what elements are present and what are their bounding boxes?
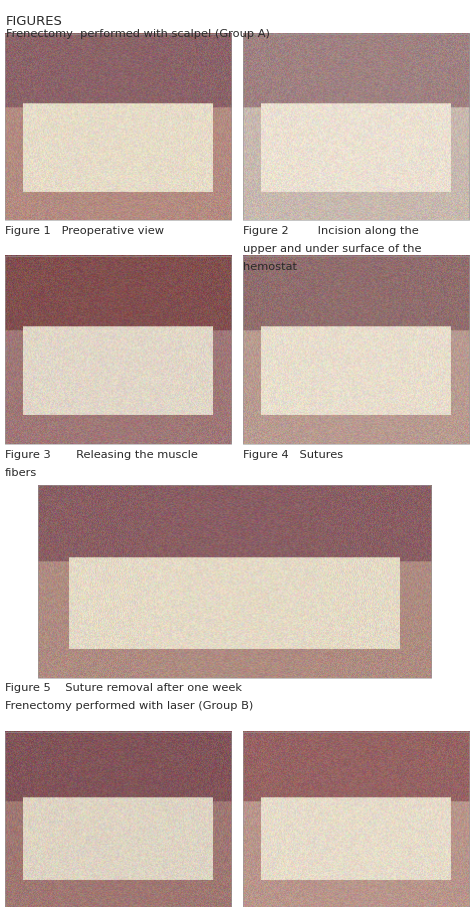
- Text: Figure 2        Incision along the: Figure 2 Incision along the: [243, 226, 419, 236]
- Text: Frenectomy performed with laser (Group B): Frenectomy performed with laser (Group B…: [5, 701, 253, 711]
- Bar: [243, 256, 469, 444]
- Text: FIGURES: FIGURES: [6, 15, 63, 28]
- Text: Figure 4   Sutures: Figure 4 Sutures: [243, 450, 343, 460]
- Bar: [243, 732, 469, 907]
- Bar: [243, 34, 469, 220]
- Bar: [5, 256, 231, 444]
- Text: Figure 1   Preoperative view: Figure 1 Preoperative view: [5, 226, 164, 236]
- Text: hemostat: hemostat: [243, 262, 297, 272]
- Bar: [38, 485, 431, 678]
- Bar: [5, 34, 231, 220]
- Text: fibers: fibers: [5, 468, 37, 478]
- Bar: [5, 732, 231, 907]
- Text: Figure 5    Suture removal after one week: Figure 5 Suture removal after one week: [5, 683, 242, 693]
- Text: Figure 3       Releasing the muscle: Figure 3 Releasing the muscle: [5, 450, 198, 460]
- Text: upper and under surface of the: upper and under surface of the: [243, 244, 421, 254]
- Text: Frenectomy  performed with scalpel (Group A): Frenectomy performed with scalpel (Group…: [6, 29, 270, 39]
